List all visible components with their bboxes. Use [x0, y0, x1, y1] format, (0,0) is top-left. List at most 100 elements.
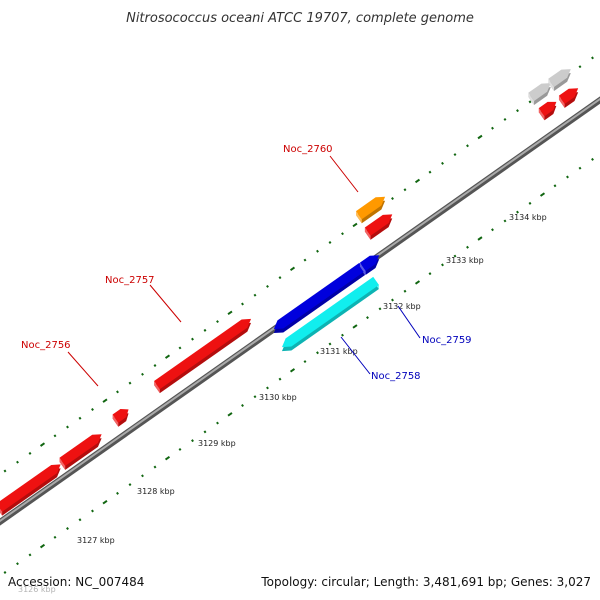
tick-lower-28	[328, 342, 332, 346]
tick-lower-49	[591, 157, 594, 161]
tick-lower-33	[391, 298, 394, 302]
gene-label-noc-2756: Noc_2756	[21, 340, 71, 351]
tick-lower-10	[102, 499, 108, 505]
tick-upper-44	[528, 100, 532, 104]
tick-label-3128: 3128 kbp	[137, 487, 175, 496]
tick-upper-38	[453, 153, 457, 157]
tick-label-3126: 3126 kbp	[18, 585, 56, 594]
gene-noc-2760	[356, 196, 386, 224]
gene-grey-a	[528, 83, 551, 105]
genome-summary-text: Topology: circular; Length: 3,481,691 bp…	[260, 575, 591, 589]
tick-lower-5	[39, 543, 46, 549]
tick-upper-15	[164, 354, 171, 359]
gene-red-left	[59, 434, 102, 470]
tick-upper-3	[16, 460, 19, 464]
tick-lower-6	[53, 535, 57, 539]
tick-upper-49	[591, 56, 594, 60]
tick-lower-26	[303, 360, 307, 364]
gene-noc-2759-small	[359, 255, 380, 275]
tick-lower-45	[539, 192, 546, 197]
tick-lower-40	[477, 236, 483, 241]
tick-lower-19	[216, 421, 219, 425]
tick-lower-9	[91, 509, 94, 513]
tick-upper-17	[191, 337, 194, 341]
tick-upper-43	[516, 109, 519, 113]
tick-upper-40	[477, 134, 483, 140]
tick-lower-8	[78, 518, 82, 522]
tick-upper-42	[503, 117, 507, 121]
tick-lower-30	[352, 324, 358, 329]
gene-red-right-a	[538, 101, 557, 121]
tick-upper-9	[91, 407, 94, 411]
tick-label-3130: 3130 kbp	[259, 393, 297, 402]
tick-lower-20	[227, 412, 233, 417]
tick-lower-24	[278, 377, 282, 381]
gene-label-noc-2757: Noc_2757	[105, 275, 155, 286]
leader-lines	[67, 155, 421, 387]
gene-red-far-left	[0, 464, 61, 516]
tick-upper-29	[341, 232, 344, 236]
tick-upper-30	[352, 222, 358, 228]
tick-upper-27	[316, 249, 319, 253]
tick-upper-21	[241, 302, 244, 306]
tick-label-3131: 3131 kbp	[320, 347, 358, 356]
gene-label-noc-2760: Noc_2760	[283, 144, 333, 155]
gene-label-noc-2758: Noc_2758	[371, 371, 421, 382]
tick-upper-18	[203, 328, 207, 332]
tick-lower-47	[566, 175, 569, 179]
tick-upper-36	[428, 170, 432, 174]
tick-upper-14	[153, 364, 157, 367]
tick-lower-25	[289, 368, 296, 373]
tick-lower-14	[153, 465, 157, 469]
gene-noc-2760-red	[364, 214, 393, 240]
tick-upper-4	[28, 451, 32, 455]
tick-lower-23	[266, 386, 269, 390]
tick-lower-17	[191, 439, 194, 443]
tick-lower-13	[141, 474, 144, 478]
tick-upper-20	[227, 310, 233, 315]
tick-upper-6	[53, 434, 57, 438]
gene-red-right-b	[558, 88, 579, 108]
tick-lower-12	[128, 483, 132, 487]
tick-lower-4	[28, 553, 32, 557]
tick-upper-19	[216, 320, 219, 324]
tick-lower-7	[66, 527, 69, 531]
tick-lower-41	[491, 228, 494, 232]
tick-lower-38	[453, 254, 457, 258]
genome-title: Nitrosococcus oceani ATCC 19707, complet…	[126, 11, 474, 26]
tick-lower-39	[466, 245, 469, 249]
tick-upper-12	[128, 381, 132, 385]
tick-lower-31	[366, 316, 369, 320]
tick-lower-11	[116, 491, 119, 495]
tick-lower-32	[378, 307, 382, 311]
tick-lower-27	[316, 351, 319, 355]
tick-lower-22	[253, 395, 257, 399]
tick-lower-46	[553, 184, 557, 188]
tick-upper-13	[141, 372, 144, 376]
accession-text: Accession: NC_007484	[8, 575, 144, 589]
tick-lower-2	[3, 571, 7, 574]
tick-labels: 3126 kbp 3127 kbp 3128 kbp 3129 kbp 3130…	[18, 213, 547, 594]
tick-label-3127: 3127 kbp	[77, 536, 115, 545]
tick-lower-16	[178, 447, 182, 451]
tick-upper-34	[403, 188, 407, 192]
tick-lower-15	[164, 456, 171, 461]
gene-noc-2758	[281, 276, 379, 352]
tick-lower-18	[203, 430, 207, 434]
tick-upper-22	[253, 293, 257, 297]
tick-upper-11	[116, 390, 119, 394]
gene-noc-2756	[112, 408, 129, 427]
tick-lower-48	[578, 166, 582, 170]
tick-label-3129: 3129 kbp	[198, 439, 236, 448]
tick-upper-48	[578, 65, 582, 69]
tick-upper-39	[466, 144, 469, 148]
gene-label-noc-2759: Noc_2759	[422, 335, 472, 346]
tick-track-lower	[3, 157, 594, 574]
tick-label-3134: 3134 kbp	[509, 213, 547, 222]
tick-track-upper	[3, 56, 594, 473]
gene-grey-b	[548, 69, 571, 91]
tick-upper-23	[266, 284, 269, 288]
tick-upper-2	[3, 469, 7, 473]
tick-upper-41	[491, 126, 494, 130]
